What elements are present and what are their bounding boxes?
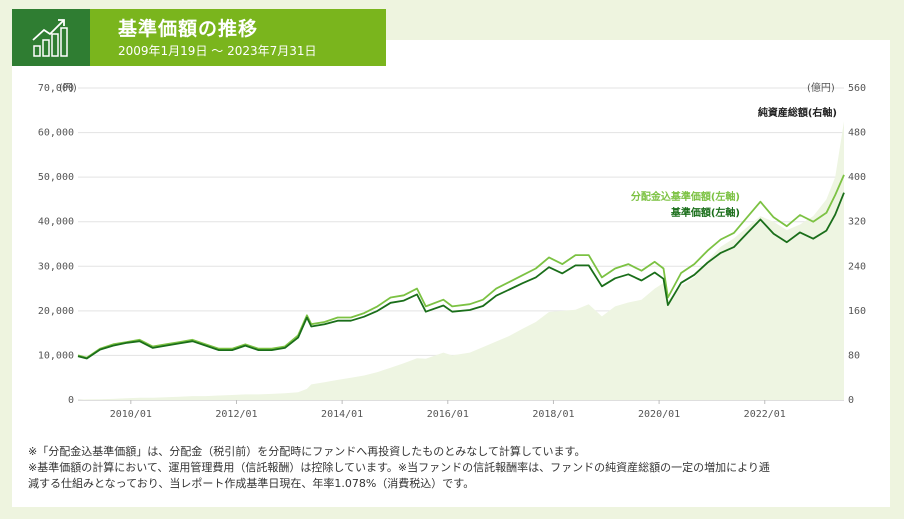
nav-series	[77, 192, 845, 360]
left-tick-label: 30,000	[38, 261, 74, 272]
left-tick-label: 20,000	[38, 306, 74, 317]
left-tick-label: 10,000	[38, 350, 74, 361]
right-tick-label: 240	[848, 261, 866, 272]
period-range: 2009年1月19日 ～ 2023年7月31日	[118, 44, 317, 58]
nav-label: 基準価額(左軸)	[670, 206, 740, 219]
nav-reinvested-series	[77, 174, 845, 359]
header-icon-box	[12, 9, 90, 66]
x-tick-label: 2014/01	[321, 409, 363, 420]
x-tick-label: 2010/01	[110, 409, 152, 420]
x-tick-label: 2020/01	[638, 409, 680, 420]
left-tick-label: 40,000	[38, 217, 74, 228]
net-assets-label: 純資産総額(右軸)	[758, 106, 837, 119]
bar-chart-trend-icon	[32, 19, 68, 57]
right-tick-label: 480	[848, 128, 866, 139]
footnote-2: ※基準価額の計算において、運用管理費用（信託報酬）は控除しています。※当ファンド…	[28, 461, 770, 474]
left-tick-label: 50,000	[38, 172, 74, 183]
chart-panel: 70,000 60,000 50,000 40,000 30,000 20,000 10,0…	[12, 40, 890, 507]
right-tick-label: 320	[848, 217, 866, 228]
right-tick-label: 0	[848, 395, 854, 406]
net-assets-series	[78, 121, 844, 401]
series-lines	[77, 174, 845, 360]
section-header: 基準価額の推移 2009年1月19日 ～ 2023年7月31日	[12, 9, 386, 66]
right-axis-unit: (億円)	[807, 81, 835, 94]
axis-ticks: 70,000 60,000 50,000 40,000 30,000 20,000 10,0…	[38, 83, 866, 420]
nav-reinvested-label: 分配金込基準価額(左軸)	[631, 190, 740, 203]
right-tick-label: 400	[848, 172, 866, 183]
left-tick-label: 70,000	[38, 83, 74, 94]
nav-chart: 70,000 60,000 50,000 40,000 30,000 20,000 10,0…	[38, 81, 866, 420]
left-tick-label: 0	[68, 395, 74, 406]
x-tick-label: 2022/01	[744, 409, 786, 420]
right-tick-label: 80	[848, 350, 860, 361]
net-assets-area	[78, 121, 844, 401]
footnote-3: 減する仕組みとなっており、当レポート作成基準日現在、年率1.078%（消費税込）…	[28, 477, 475, 490]
right-tick-label: 560	[848, 83, 866, 94]
page-title: 基準価額の推移	[118, 18, 259, 40]
footnote-1: ※「分配金込基準価額」は、分配金（税引前）を分配時にファンドへ再投資したものとみ…	[28, 445, 586, 458]
left-axis-unit: (円)	[59, 83, 77, 94]
right-tick-label: 160	[848, 306, 866, 317]
x-tick-label: 2012/01	[215, 409, 257, 420]
x-tick-label: 2016/01	[427, 409, 469, 420]
footnotes: ※「分配金込基準価額」は、分配金（税引前）を分配時にファンドへ再投資したものとみ…	[28, 444, 878, 492]
left-tick-label: 60,000	[38, 128, 74, 139]
x-tick-label: 2018/01	[532, 409, 574, 420]
